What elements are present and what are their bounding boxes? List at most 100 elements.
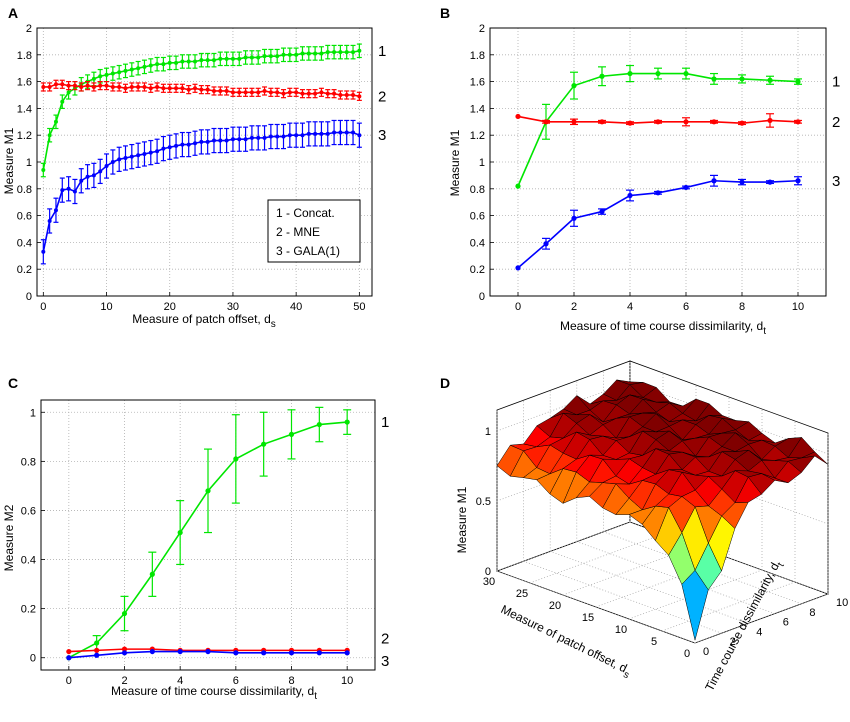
panel-a-data-point — [193, 86, 198, 91]
panel-a-data-point — [199, 58, 204, 63]
panel-c-ytick-label: 1 — [30, 407, 36, 419]
panel-a-data-point — [237, 137, 242, 142]
panel-d-dt-tick-label: 10 — [836, 597, 848, 609]
panel-a-data-point — [174, 143, 179, 148]
panel-b-data-point — [571, 83, 577, 89]
panel-b-data-point — [739, 76, 745, 82]
panel-a-data-point — [129, 154, 134, 159]
panel-a-data-point — [237, 56, 242, 61]
panel-a-xtick-label: 40 — [290, 301, 302, 313]
panel-d-grid — [523, 560, 722, 634]
panel-a-data-point — [218, 138, 223, 143]
panel-c-ytick-label: 0.8 — [21, 456, 36, 468]
panel-a-data-point — [300, 51, 305, 56]
panel-c-xtick-label: 2 — [121, 675, 127, 687]
panel-b-series-label-3: 3 — [832, 173, 840, 190]
panel-c-data-point — [233, 456, 239, 462]
panel-a-data-point — [199, 87, 204, 92]
panel-b-data-point — [515, 113, 521, 120]
panel-a-data-point — [351, 130, 356, 135]
panel-a-chart: 0 10 20 30 40 50 0 0.2 0.4 0.6 0.8 1 1.2 1.4 1.6 1.8 2 1 2… — [17, 23, 387, 313]
panel-d-xlabel: Measure of patch offset, ds — [497, 602, 634, 681]
panel-a-data-point — [325, 91, 330, 96]
panel-c-chart: 0 2 4 6 8 10 0 0.2 0.4 0.6 0.8 1 1 2 3 — [21, 399, 389, 687]
panel-a-data-point — [275, 134, 280, 139]
panel-c-data-point — [121, 646, 128, 652]
panel-a-data-point — [79, 178, 84, 183]
panel-c-data-point — [344, 419, 350, 425]
legend-entry-concat: 1 - Concat. — [276, 206, 335, 220]
panel-d-zlabel: Measure M1 — [455, 486, 469, 553]
panel-a-data-point — [180, 86, 185, 91]
panel-a-data-point — [287, 90, 292, 95]
panel-a-data-point — [338, 130, 343, 135]
panel-a-data-point — [98, 83, 103, 88]
panel-a-data-point — [268, 90, 273, 95]
panel-a-data-point — [41, 84, 46, 89]
panel-a-data-point — [104, 72, 109, 77]
panel-b-ytick-label: 1.2 — [470, 130, 485, 142]
panel-b-xtick-label: 2 — [571, 301, 577, 313]
panel-c-data-point — [344, 650, 350, 656]
panel-a-data-point — [41, 168, 46, 173]
panel-a-xtick-label: 30 — [227, 301, 239, 313]
panel-a-data-point — [60, 99, 65, 104]
panel-a-data-point — [262, 54, 267, 59]
panel-a-data-point — [117, 70, 122, 75]
panel-c-data-point — [149, 648, 155, 655]
panel-b-data-point — [599, 119, 605, 125]
panel-c-data-point — [177, 529, 183, 536]
panel-d-dt-tick-label: 8 — [809, 607, 815, 619]
panel-a-data-point — [275, 54, 280, 59]
panel-b-data-point — [655, 190, 661, 196]
panel-c-data-point — [121, 610, 128, 617]
panel-b-series-label-2: 2 — [832, 114, 840, 131]
panel-b-axes-box — [489, 27, 827, 297]
panel-b-data-point — [655, 70, 661, 77]
panel-c-data-point — [261, 441, 267, 447]
panel-b-label: B — [440, 5, 450, 21]
panel-b-ytick-label: 1 — [479, 157, 485, 169]
panel-b-data-point — [683, 119, 689, 125]
panel-a-data-point — [66, 186, 71, 191]
panel-a-data-point — [104, 164, 109, 169]
panel-b-data-point — [599, 73, 605, 79]
panel-a-data-point — [91, 173, 96, 178]
panel-d-ds-tick-label: 10 — [615, 624, 627, 636]
panel-b-xtick-label: 8 — [739, 301, 745, 313]
panel-a-data-point — [211, 88, 216, 93]
panel-a-data-point — [306, 131, 311, 136]
panel-c-data-point — [205, 488, 211, 494]
panel-b-xtick-label: 6 — [683, 301, 689, 313]
panel-a-ytick-label: 0.6 — [17, 211, 32, 223]
panel-b-data-point — [543, 119, 549, 125]
panel-a-data-point — [205, 87, 210, 92]
panel-a-xtick-label: 0 — [40, 301, 46, 313]
panel-a-data-point — [136, 84, 141, 89]
panel-a-data-point — [91, 84, 96, 89]
panel-d-dt-tick-label: 6 — [783, 617, 789, 629]
panel-a-data-point — [313, 51, 318, 56]
panel-c-data-point — [66, 655, 72, 661]
panel-a-data-point — [313, 91, 318, 96]
panel-a-data-point — [142, 84, 147, 89]
panel-b-ytick-label: 0.8 — [470, 184, 485, 196]
panel-b-data-point — [655, 119, 661, 125]
panel-d-dt-tick-label: 4 — [756, 626, 762, 638]
panel-b-data-point — [571, 215, 577, 221]
panel-b-ytick-label: 2 — [479, 23, 485, 35]
panel-a-data-point — [294, 90, 299, 95]
panel-b-data-point — [683, 70, 689, 77]
panel-a-data-point — [161, 86, 166, 91]
panel-a-xtick-label: 50 — [353, 301, 365, 313]
panel-a-data-point — [351, 50, 356, 55]
panel-a-data-point — [72, 83, 77, 88]
panel-a-series-label-2: 2 — [378, 88, 386, 105]
panel-a-data-point — [294, 52, 299, 57]
legend-entry-mne: 2 - MNE — [276, 225, 320, 239]
panel-a-ytick-label: 0 — [26, 291, 32, 303]
panel-a-data-point — [218, 56, 223, 61]
panel-c-data-point — [205, 648, 211, 655]
panel-a-xlabel: Measure of patch offset, ds — [132, 312, 276, 330]
